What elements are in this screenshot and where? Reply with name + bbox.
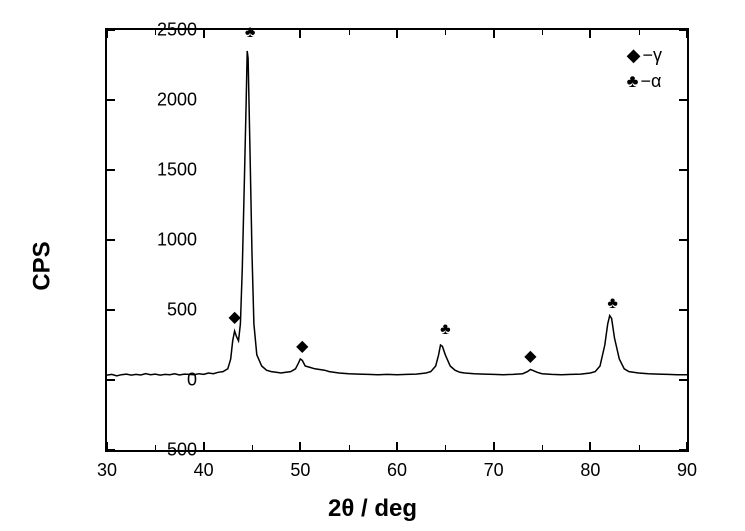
plot-area: ◆ −γ ♣ −α 30405060708090-500050010001500… [105,28,689,452]
legend-item-alpha: ♣ −α [627,71,662,92]
y-axis-label: CPS [29,241,57,290]
diamond-icon: ◆ [627,45,641,66]
legend: ◆ −γ ♣ −α [627,45,662,97]
club-icon: ♣ [245,24,256,42]
diamond-icon: ◆ [296,336,308,356]
ytick-label: 0 [187,370,197,391]
legend-text: −γ [642,45,662,66]
x-axis-label: 2θ / deg [328,495,417,523]
legend-text: −α [640,71,661,92]
xtick-label: 60 [387,460,407,481]
xtick-label: 70 [484,460,504,481]
club-icon: ♣ [627,71,639,92]
legend-item-gamma: ◆ −γ [627,45,662,66]
ytick-label: 500 [167,300,197,321]
club-icon: ♣ [607,295,618,313]
xtick-label: 30 [97,460,117,481]
ytick-label: 1000 [157,230,197,251]
xtick-label: 40 [194,460,214,481]
xrd-chart: CPS 2θ / deg ◆ −γ ♣ −α 30 40 50 60 70 80 90 -50… [0,0,745,531]
ytick-label: 1500 [157,160,197,181]
ytick-label: 2000 [157,90,197,111]
club-icon: ♣ [440,321,451,339]
diamond-icon: ◆ [228,307,240,327]
ytick-label: -500 [161,440,197,461]
diamond-icon: ◆ [524,346,536,366]
xtick-label: 90 [677,460,697,481]
xtick-label: 80 [580,460,600,481]
xtick-label: 50 [290,460,310,481]
ytick-label: 2500 [157,20,197,41]
